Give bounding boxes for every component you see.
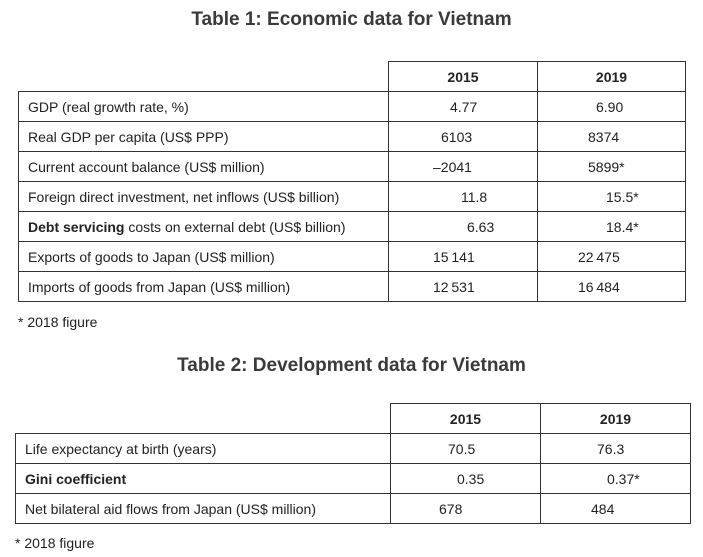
value-2015: 6.63 [388,211,538,242]
table-row: Foreign direct investment, net inflows (… [18,181,686,212]
value-2015: 4.77 [388,91,538,122]
row-label-rest: costs on external debt (US$ billion) [124,218,346,235]
value-2015: 11.8 [388,181,538,212]
value-2015: 70.5 [390,433,541,464]
value-2019: 18.4* [537,211,686,242]
table-row: Real GDP per capita (US$ PPP) 6103 8374 [18,121,686,152]
value-2019: 8374 [537,121,686,152]
row-label-bold: Debt servicing [28,218,125,235]
value-2019: 484 [540,493,691,524]
header-2015: 2015 [388,61,538,92]
table-row: Life expectancy at birth (years) 70.5 76… [15,433,691,464]
value-2015: 678 [390,493,541,524]
value-2019: 6.90 [537,91,686,122]
row-label: Imports of goods from Japan (US$ million… [18,271,389,302]
value-2019: 16 484 [537,271,686,302]
row-label: Debt servicing costs on external debt (U… [18,211,389,242]
table-row: Net bilateral aid flows from Japan (US$ … [15,493,691,524]
table-row: Exports of goods to Japan (US$ million) … [18,241,686,272]
row-label-bold: Gini coefficient [25,470,127,487]
row-label: Gini coefficient [15,463,391,494]
row-label: Real GDP per capita (US$ PPP) [18,121,389,152]
value-2019: 0.37* [540,463,691,494]
row-label: Foreign direct investment, net inflows (… [18,181,389,212]
table-row: GDP (real growth rate, %) 4.77 6.90 [18,91,686,122]
header-2019: 2019 [537,61,686,92]
header-2015: 2015 [390,403,541,434]
value-2015: 12 531 [388,271,538,302]
row-label: Current account balance (US$ million) [18,151,389,182]
table2: 2015 2019 Life expectancy at birth (year… [15,403,691,524]
header-2019: 2019 [540,403,691,434]
table-header-row: 2015 2019 [15,403,691,434]
table1: 2015 2019 GDP (real growth rate, %) 4.77… [18,61,686,302]
table-row: Imports of goods from Japan (US$ million… [18,271,686,302]
value-2019: 5899* [537,151,686,182]
table-row: Current account balance (US$ million) –2… [18,151,686,182]
table2-title: Table 2: Development data for Vietnam [177,355,526,376]
row-label: Life expectancy at birth (years) [15,433,391,464]
table2-footnote: * 2018 figure [15,535,95,551]
table1-title: Table 1: Economic data for Vietnam [191,9,512,30]
row-label: Net bilateral aid flows from Japan (US$ … [15,493,391,524]
row-label: Exports of goods to Japan (US$ million) [18,241,389,272]
table-row: Gini coefficient 0.35 0.37* [15,463,691,494]
value-2019: 15.5* [537,181,686,212]
value-2015: 15 141 [388,241,538,272]
table-header-row: 2015 2019 [18,61,686,92]
value-2015: 6103 [388,121,538,152]
table1-footnote: * 2018 figure [18,314,98,330]
value-2019: 22 475 [537,241,686,272]
row-label: GDP (real growth rate, %) [18,91,389,122]
value-2015: 0.35 [390,463,541,494]
value-2019: 76.3 [540,433,691,464]
value-2015: –2041 [388,151,538,182]
table-row: Debt servicing costs on external debt (U… [18,211,686,242]
